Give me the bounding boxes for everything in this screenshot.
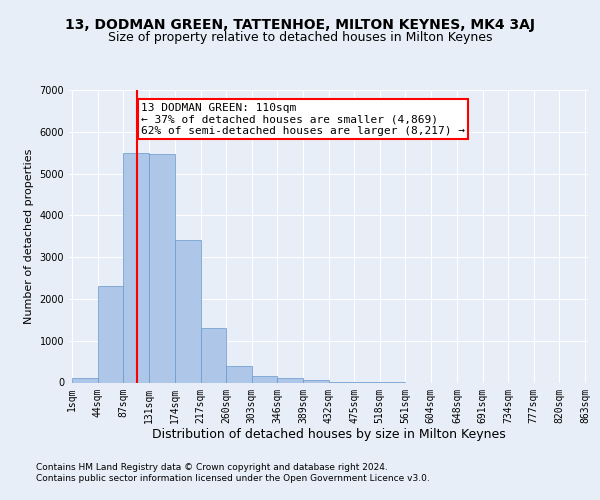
Text: Size of property relative to detached houses in Milton Keynes: Size of property relative to detached ho… (108, 31, 492, 44)
Bar (252, 376, 277, 382)
Bar (149, 154, 175, 382)
Text: 13, DODMAN GREEN, TATTENHOE, MILTON KEYNES, MK4 3AJ: 13, DODMAN GREEN, TATTENHOE, MILTON KEYN… (65, 18, 535, 32)
Bar (226, 366, 252, 382)
Bar (72, 378, 98, 382)
Bar (98, 286, 123, 382)
Bar (123, 152, 149, 382)
Text: Contains public sector information licensed under the Open Government Licence v3: Contains public sector information licen… (36, 474, 430, 483)
Text: 13 DODMAN GREEN: 110sqm
← 37% of detached houses are smaller (4,869)
62% of semi: 13 DODMAN GREEN: 110sqm ← 37% of detache… (141, 102, 465, 136)
Bar (277, 378, 303, 382)
Bar (175, 240, 200, 382)
Bar (303, 380, 329, 382)
X-axis label: Distribution of detached houses by size in Milton Keynes: Distribution of detached houses by size … (152, 428, 505, 441)
Text: Contains HM Land Registry data © Crown copyright and database right 2024.: Contains HM Land Registry data © Crown c… (36, 462, 388, 471)
Y-axis label: Number of detached properties: Number of detached properties (24, 148, 34, 324)
Bar (200, 328, 226, 382)
